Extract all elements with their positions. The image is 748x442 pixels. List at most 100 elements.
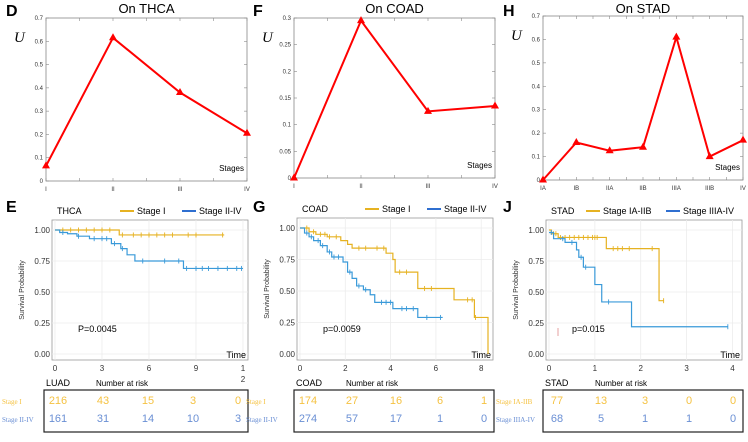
y-tick-label: 0 xyxy=(40,179,44,185)
data-point-marker xyxy=(109,33,117,41)
data-point-marker xyxy=(424,106,432,114)
data-point-marker xyxy=(672,32,681,40)
x-tick-label: 3 xyxy=(100,364,105,373)
legend-label: Stage II-IV xyxy=(444,204,487,214)
chart-title: THCA xyxy=(57,206,82,216)
y-tick-label: 0.1 xyxy=(532,155,541,161)
y-tick-label: 0.4 xyxy=(35,86,44,92)
plot-frame xyxy=(545,219,743,361)
y-tick-label: 0.2 xyxy=(532,131,541,137)
y-tick-label: 0.50 xyxy=(34,288,50,297)
y-tick-label: 0 xyxy=(537,178,541,184)
p-value-annotation: p=0.0059 xyxy=(323,324,361,334)
y-tick-label: 0.6 xyxy=(532,37,541,43)
x-tick-label: 2 xyxy=(638,364,643,373)
risk-table-label: LUAD xyxy=(46,378,71,388)
survival-curve xyxy=(300,227,489,354)
x-tick-label: 0 xyxy=(298,364,303,373)
risk-table-label: STAD xyxy=(545,378,569,388)
x-tick-label: 0 xyxy=(53,364,58,373)
data-point-marker xyxy=(42,161,50,169)
y-tick-label: 0.05 xyxy=(279,149,291,155)
x-tick-label: I xyxy=(293,184,295,190)
risk-value: 43 xyxy=(97,395,109,407)
risk-value: 5 xyxy=(598,413,604,425)
risk-value: 0 xyxy=(481,413,487,425)
survival-curve xyxy=(300,227,443,319)
risk-value: 10 xyxy=(187,413,199,425)
data-point-marker xyxy=(176,88,184,96)
x-axis-label: Time xyxy=(720,350,740,360)
chart-title: On COAD xyxy=(365,1,424,16)
x-tick-label: 2 xyxy=(343,364,348,373)
risk-value: 14 xyxy=(142,413,154,425)
legend-label: Stage I xyxy=(382,204,411,214)
y-tick-label: 0.15 xyxy=(279,96,291,102)
legend-label: Stage II-IV xyxy=(199,206,242,216)
y-tick-label: 0.7 xyxy=(35,16,44,22)
y-tick-label: 0.3 xyxy=(532,108,541,114)
x-tick-label: IV xyxy=(244,187,250,193)
y-tick-label: 0.25 xyxy=(34,319,50,328)
y-axis-label: Survival Probability xyxy=(264,259,271,319)
y-tick-label: 0.2 xyxy=(35,132,44,138)
risk-value: 1 xyxy=(437,413,443,425)
plot-frame xyxy=(293,17,496,179)
km-chart-coad: 0.00 0.25 0.50 0.75 1.00 0 2 4 6 8 COAD Stage I Stag… xyxy=(246,204,495,433)
y-axis-label: U xyxy=(14,30,26,46)
risk-value: 1 xyxy=(642,413,648,425)
y-tick-label: 0.00 xyxy=(528,350,544,359)
risk-row-label: Stage I xyxy=(2,398,22,406)
panel-letter-d: D xyxy=(6,3,18,20)
data-point-marker xyxy=(290,173,298,181)
risk-table-frame xyxy=(43,389,249,433)
y-tick-label: 0.50 xyxy=(279,287,295,296)
risk-value: 3 xyxy=(642,395,648,407)
y-tick-label: 1.00 xyxy=(34,226,50,235)
chart-title: COAD xyxy=(302,204,329,214)
risk-value: 13 xyxy=(595,395,607,407)
survival-curve xyxy=(55,229,243,270)
y-tick-label: 0.00 xyxy=(279,350,295,359)
x-tick-label: 3 xyxy=(684,364,689,373)
risk-value: 6 xyxy=(437,395,443,407)
y-tick-label: 0.50 xyxy=(528,288,544,297)
x-tick-label: 9 xyxy=(194,364,199,373)
risk-value: 1 xyxy=(686,413,692,425)
y-tick-label: 0.00 xyxy=(34,350,50,359)
risk-value: 174 xyxy=(299,395,317,407)
x-tick-label: 1 xyxy=(593,364,598,373)
risk-value: 15 xyxy=(142,395,154,407)
risk-value: 0 xyxy=(235,395,241,407)
y-tick-label: 0.3 xyxy=(35,109,44,115)
risk-value: 3 xyxy=(190,395,196,407)
risk-table-header: Number at risk xyxy=(346,379,399,388)
risk-value: 68 xyxy=(551,413,563,425)
x-tick-label: IIA xyxy=(606,186,613,192)
risk-row-label: Stage II-IV xyxy=(246,416,278,424)
y-tick-label: 0.3 xyxy=(283,16,292,22)
y-tick-label: 0.1 xyxy=(35,156,44,162)
risk-value: 0 xyxy=(686,395,692,407)
data-point-marker xyxy=(639,142,647,150)
y-tick-label: 0.2 xyxy=(283,69,292,75)
risk-value: 161 xyxy=(49,413,67,425)
x-tick-label: 2 xyxy=(241,375,246,384)
y-tick-label: 0.5 xyxy=(35,63,44,69)
data-point-marker xyxy=(357,16,365,24)
legend-label: Stage IIIA-IV xyxy=(683,206,734,216)
y-tick-label: 0.5 xyxy=(532,61,541,67)
y-tick-label: 0.25 xyxy=(279,319,295,328)
x-tick-label: 6 xyxy=(147,364,152,373)
risk-value: 1 xyxy=(481,395,487,407)
y-tick-label: 1.00 xyxy=(528,226,544,235)
p-value-annotation: P=0.0045 xyxy=(78,324,117,334)
plot-frame xyxy=(45,17,248,182)
data-point-marker xyxy=(491,101,499,109)
x-axis-label: Stages xyxy=(715,163,740,172)
panel-letter-g: G xyxy=(253,199,265,216)
x-tick-label: 4 xyxy=(730,364,735,373)
x-tick-label: IIB xyxy=(639,186,646,192)
x-tick-label: IIIB xyxy=(705,186,714,192)
